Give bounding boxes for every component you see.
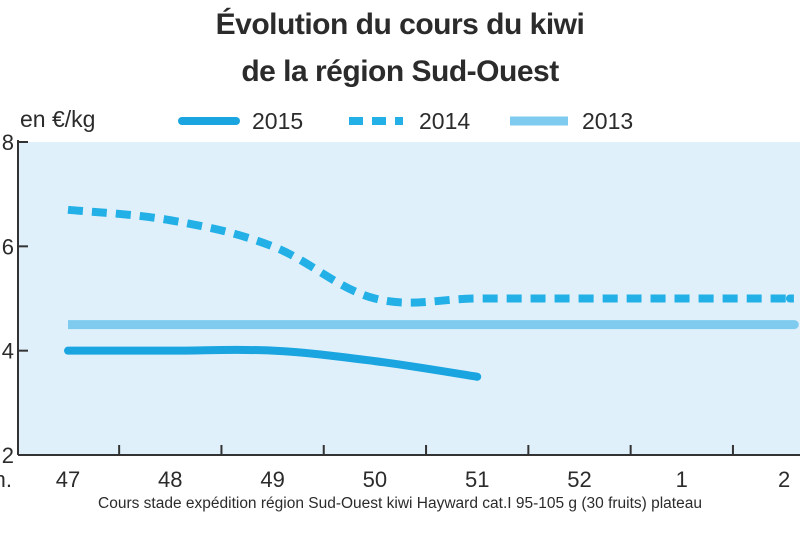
chart-title-line-1: Évolution du cours du kiwi — [215, 8, 585, 41]
legend-swatch-2015 — [178, 117, 240, 125]
plot-background — [18, 142, 800, 455]
x-tick-label: 2 — [778, 467, 790, 492]
legend-label-2014: 2014 — [419, 107, 471, 134]
y-axis-unit-label: en €/kg — [20, 106, 96, 132]
x-tick-label: 1 — [676, 467, 688, 492]
series-line-2015 — [64, 345, 482, 381]
legend-label-2013: 2013 — [582, 107, 634, 134]
x-tick-label: 51 — [465, 467, 489, 492]
legend-swatch-2013 — [510, 116, 568, 126]
legend-item-2014: 2014 — [345, 104, 470, 138]
y-tick-label: 4 — [2, 339, 14, 364]
source-note: Cours stade expédition région Sud-Ouest … — [98, 495, 702, 512]
chart-title-line-2: de la région Sud-Ouest — [241, 55, 559, 88]
x-tick-label: 52 — [567, 467, 591, 492]
x-tick-label: 47 — [56, 467, 80, 492]
legend-label-2015: 2015 — [252, 107, 304, 134]
series-line-2014 — [67, 205, 799, 307]
y-tick-label: 8 — [2, 130, 14, 155]
legend-item-2015: 2015 — [178, 104, 303, 138]
x-tick-label: 48 — [158, 467, 182, 492]
legend-swatch-2014 — [349, 117, 403, 125]
legend-item-2013: 2013 — [508, 104, 633, 138]
x-axis-prefix-label: m. — [0, 467, 12, 492]
x-tick-label: 50 — [363, 467, 387, 492]
y-tick-label: 6 — [2, 234, 14, 259]
x-tick-label: 49 — [260, 467, 284, 492]
y-tick-label: 2 — [2, 443, 14, 468]
